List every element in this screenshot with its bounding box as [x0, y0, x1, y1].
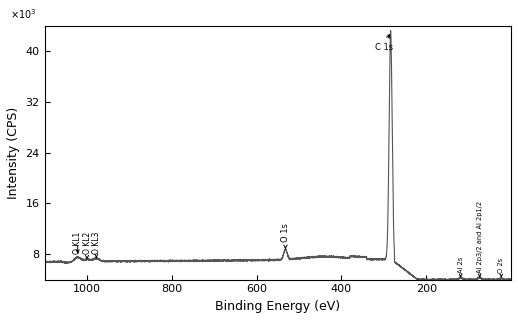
- Text: O KL1: O KL1: [73, 232, 82, 254]
- Text: O 1s: O 1s: [281, 223, 290, 248]
- Text: Al 2s: Al 2s: [457, 257, 464, 277]
- Text: Al 2p3/2 and Al 2p1/2: Al 2p3/2 and Al 2p1/2: [477, 201, 483, 277]
- Text: O KL2: O KL2: [82, 232, 92, 259]
- Text: O 2s: O 2s: [498, 258, 505, 277]
- Text: C 1s: C 1s: [376, 35, 394, 52]
- Text: O KL3: O KL3: [92, 232, 101, 257]
- Text: $\times10^{3}$: $\times10^{3}$: [10, 7, 36, 20]
- Y-axis label: Intensity (CPS): Intensity (CPS): [7, 107, 20, 199]
- X-axis label: Binding Energy (eV): Binding Energy (eV): [215, 300, 340, 313]
